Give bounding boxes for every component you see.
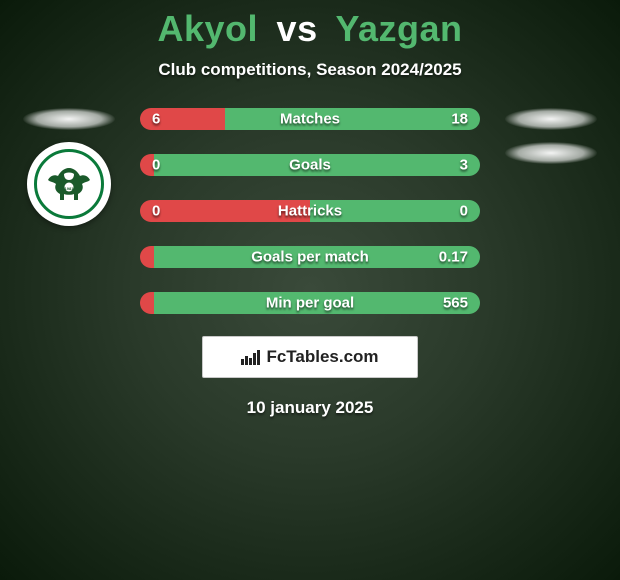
- stat-label: Goals per match: [251, 249, 369, 266]
- stat-value-right: 0: [460, 203, 468, 220]
- player1-club-logo: 1981: [27, 142, 111, 226]
- stat-value-right: 0.17: [439, 249, 468, 266]
- stat-bar-right: [225, 108, 480, 130]
- stat-value-right: 565: [443, 295, 468, 312]
- date-label: 10 january 2025: [247, 398, 374, 418]
- branding-badge: FcTables.com: [202, 336, 418, 378]
- stat-bar-left: [140, 246, 154, 268]
- stat-value-right: 3: [460, 157, 468, 174]
- stat-value-left: 0: [152, 157, 160, 174]
- stat-label: Matches: [280, 111, 340, 128]
- stat-value-right: 18: [451, 111, 468, 128]
- stat-label: Goals: [289, 157, 331, 174]
- right-column: [496, 108, 606, 164]
- stat-value-left: 0: [152, 203, 160, 220]
- chart-icon: [241, 350, 260, 365]
- stat-row: Min per goal 565: [140, 292, 480, 314]
- stat-row: 0 Hattricks 0: [140, 200, 480, 222]
- eagle-icon: 1981: [44, 164, 94, 204]
- left-column: 1981: [14, 108, 124, 226]
- comparison-title: Akyol vs Yazgan: [157, 8, 462, 50]
- branding-text: FcTables.com: [266, 347, 378, 367]
- stat-row: Goals per match 0.17: [140, 246, 480, 268]
- player2-club-shadow: [505, 142, 597, 164]
- vs-label: vs: [277, 8, 318, 49]
- stat-value-left: 6: [152, 111, 160, 128]
- player1-name: Akyol: [157, 8, 258, 49]
- player1-avatar-shadow: [23, 108, 115, 130]
- stats-bars: 6 Matches 18 0 Goals 3 0 Hattricks 0 Goals per ma…: [140, 108, 480, 314]
- stat-label: Hattricks: [278, 203, 342, 220]
- player2-avatar-shadow: [505, 108, 597, 130]
- stat-bar-left: [140, 292, 154, 314]
- player2-name: Yazgan: [335, 8, 462, 49]
- stat-label: Min per goal: [266, 295, 354, 312]
- stat-row: 6 Matches 18: [140, 108, 480, 130]
- stat-row: 0 Goals 3: [140, 154, 480, 176]
- svg-text:1981: 1981: [65, 186, 75, 191]
- subtitle: Club competitions, Season 2024/2025: [158, 60, 461, 80]
